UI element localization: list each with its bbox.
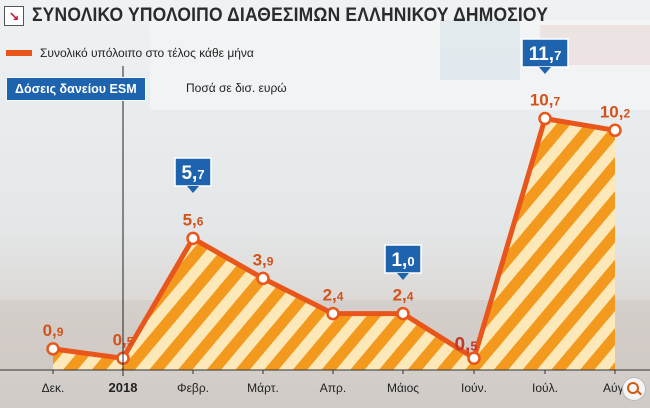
esm-badge-pointer xyxy=(397,273,409,280)
data-label: 10,2 xyxy=(600,102,631,121)
legend-swatch xyxy=(6,50,32,56)
data-point xyxy=(46,342,60,356)
data-label: 0,5 xyxy=(454,334,477,355)
arrow-down-right-icon: ↘ xyxy=(4,6,24,26)
x-tick-label: Μάρτ. xyxy=(247,381,279,395)
esm-badge-box xyxy=(384,244,422,274)
data-label: 2,4 xyxy=(323,286,344,305)
x-tick-label: Φεβρ. xyxy=(177,381,209,395)
data-label: 3,9 xyxy=(253,250,274,269)
title-bar: ↘ ΣΥΝΟΛΙΚΟ ΥΠΟΛΟΙΠΟ ΔΙΑΘΕΣΙΜΩΝ ΕΛΛΗΝΙΚΟΥ… xyxy=(4,3,593,29)
esm-value-label: 5,7 xyxy=(181,163,204,184)
data-point xyxy=(608,123,622,138)
esm-value-label: 11,7 xyxy=(529,44,562,65)
esm-badge-box xyxy=(174,157,212,187)
magnifier-icon[interactable] xyxy=(622,377,646,401)
data-label: 0,9 xyxy=(43,321,64,340)
esm-legend-badge: Δόσεις δανείου ESM xyxy=(6,77,146,101)
esm-badge: 11,7 xyxy=(521,38,569,74)
esm-badge-pointer xyxy=(539,67,551,74)
legend: Συνολικό υπόλοιπο στο τέλος κάθε μήνα xyxy=(6,46,254,60)
data-label: 5,6 xyxy=(183,210,204,229)
data-point xyxy=(538,111,552,126)
x-tick-label: Ιούν. xyxy=(461,381,487,395)
unit-note: Ποσά σε δισ. ευρώ xyxy=(186,81,287,95)
esm-value-label: 1,0 xyxy=(391,250,414,271)
data-point xyxy=(186,231,200,246)
data-point xyxy=(396,306,410,321)
data-label: 10,7 xyxy=(530,91,561,110)
x-tick-label: 2018 xyxy=(109,380,138,395)
x-tick-label: Ιούλ. xyxy=(532,381,558,395)
area-fill xyxy=(53,118,615,370)
data-point xyxy=(326,306,340,321)
x-tick-label: Δεκ. xyxy=(42,381,65,395)
x-tick-label: Αύγ. xyxy=(603,381,627,395)
esm-badge: 5,7 xyxy=(174,157,212,193)
esm-badge: 1,0 xyxy=(384,244,422,280)
data-point xyxy=(467,351,481,365)
data-point xyxy=(256,271,270,286)
esm-badge-pointer xyxy=(187,186,199,193)
x-tick-label: Απρ. xyxy=(320,381,346,395)
data-label: 2,4 xyxy=(393,286,414,305)
legend-label: Συνολικό υπόλοιπο στο τέλος κάθε μήνα xyxy=(40,46,254,60)
chart-title: ΣΥΝΟΛΙΚΟ ΥΠΟΛΟΙΠΟ ΔΙΑΘΕΣΙΜΩΝ ΕΛΛΗΝΙΚΟΥ Δ… xyxy=(32,5,549,26)
x-tick-label: Μάιος xyxy=(387,381,419,395)
